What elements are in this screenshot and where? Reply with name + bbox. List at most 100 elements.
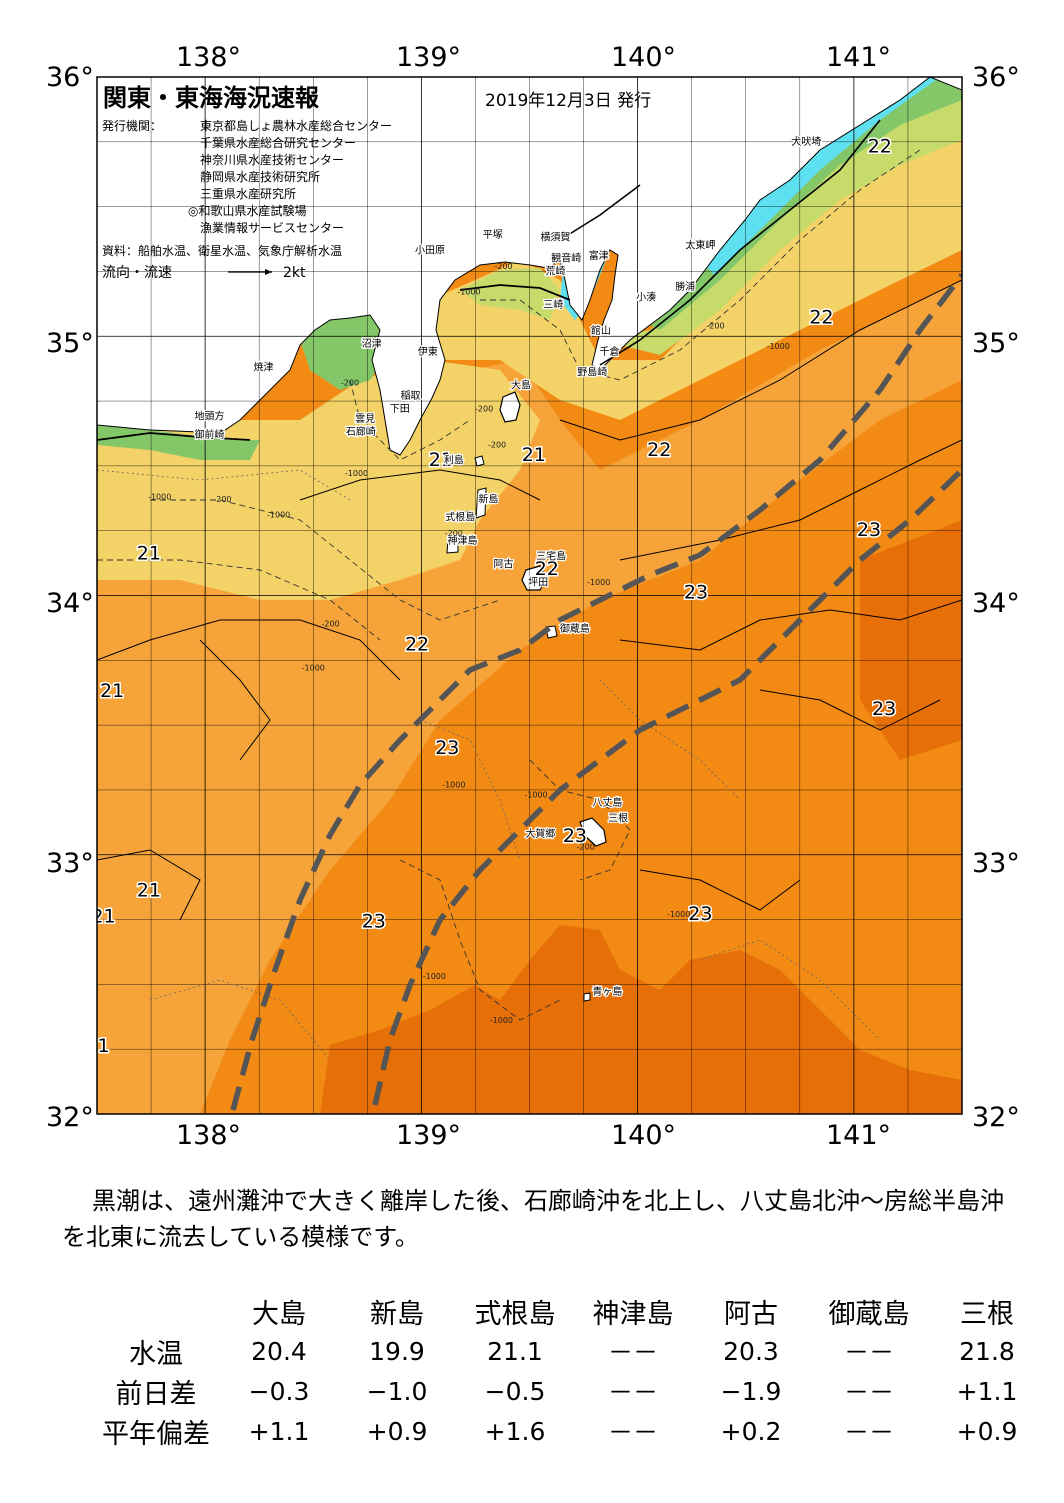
sagami-bay-water	[460, 268, 560, 320]
place-name-label: 千倉	[600, 345, 620, 358]
temperature-label: 21	[100, 680, 124, 702]
place-name-label: 小田原	[415, 245, 445, 257]
place-name-label: 地頭方	[194, 410, 224, 423]
lon-label-top-140: 140°	[611, 42, 677, 73]
depth-label: -200	[341, 378, 359, 387]
table-cell: +1.1	[248, 1416, 310, 1446]
table-cell: －－	[843, 1418, 894, 1447]
temperature-label: 21	[91, 905, 115, 927]
depth-label: -200	[488, 441, 506, 450]
temperature-label: 22	[868, 135, 892, 157]
table-cell: +1.6	[484, 1416, 546, 1446]
table-cell: −1.9	[720, 1376, 782, 1406]
temperature-label: 1	[97, 1035, 109, 1057]
place-name-label: 青ヶ島	[592, 985, 622, 998]
lon-label-bottom-139: 139°	[396, 1120, 462, 1151]
temperature-label: 23	[857, 519, 881, 541]
place-name-label: 大賀郷	[525, 827, 555, 840]
depth-label: -1000	[442, 780, 465, 789]
place-name-label: 焼津	[254, 361, 274, 373]
place-name-label: 館山	[591, 324, 611, 337]
temperature-label: 22	[405, 633, 429, 655]
place-name-label: 平塚	[483, 229, 503, 241]
temperature-labels: 22 22 21 21 22 21 22 23 23 22 21 23 23 23 21 21 23 23 1	[91, 134, 898, 1059]
temperature-label: 23	[688, 903, 712, 925]
place-name-label: 横須賀	[540, 231, 570, 244]
row-header: 水温	[129, 1338, 183, 1370]
place-name-label: 御蔵島	[560, 622, 590, 635]
temperature-label: 21	[522, 444, 546, 466]
place-name-label: 坪田	[528, 576, 548, 589]
issuers-label: 発行機関：	[102, 118, 162, 133]
place-name-label: 八丈島	[592, 796, 622, 809]
cyan-water	[700, 77, 940, 275]
depth-label: -1000	[457, 288, 480, 297]
isotherm-lines	[97, 119, 962, 921]
lat-label-left-36: 36°	[46, 62, 94, 93]
table-cell: −0.3	[248, 1376, 310, 1406]
depth-label: -1000	[267, 511, 290, 520]
lat-label-right-34: 34°	[972, 588, 1020, 619]
col-header: 阿古	[724, 1298, 778, 1330]
place-name-label: 石廊崎	[346, 425, 376, 438]
temperature-label: 23	[362, 911, 386, 933]
place-name-label: 三崎	[543, 298, 563, 311]
table-cell: －－	[607, 1338, 658, 1367]
depth-label: -1000	[302, 664, 325, 673]
depth-label: -200	[475, 404, 493, 413]
miyakejima-island	[521, 565, 547, 591]
table-cell: +0.9	[956, 1416, 1018, 1446]
temperature-label: 21	[429, 449, 453, 471]
place-name-label: 新島	[478, 493, 498, 506]
map-frame	[96, 76, 963, 1115]
enshu-coast-water	[97, 420, 260, 460]
warm-core-patch	[320, 925, 962, 1114]
depth-label: -200	[706, 321, 724, 330]
place-name-label: 伊東	[418, 345, 438, 358]
island-temperature-table: 大島 新島 式根島 神津島 阿古 御蔵島 三根 水温 20.4 19.9 21.…	[92, 1291, 1046, 1451]
lat-lon-grid	[97, 77, 962, 1114]
issuer-3: 神奈川県水産技術センター	[200, 152, 344, 167]
row-header: 平年偏差	[102, 1418, 210, 1450]
depth-label: -200	[577, 842, 595, 851]
place-name-label: 荒崎	[545, 264, 565, 277]
data-sources: 資料：船舶水温、衛星水温、気象庁解析水温	[102, 243, 342, 258]
depth-label: -200	[445, 529, 463, 538]
lon-label-top-138: 138°	[176, 42, 242, 73]
table-cell: +0.9	[366, 1416, 428, 1446]
issuer-1: 東京都島しょ農林水産総合センター	[200, 118, 392, 133]
table-cell: 20.4	[251, 1336, 307, 1366]
place-name-label: 式根島	[445, 511, 475, 524]
place-name-label: 観音崎	[551, 251, 581, 264]
table-cell: －－	[607, 1418, 658, 1447]
place-name-label: 下田	[390, 404, 410, 415]
depth-label: -1000	[587, 578, 610, 587]
shikinejima-island	[462, 510, 471, 520]
depth-label: -200	[321, 620, 339, 629]
place-name-label: 大島	[511, 379, 531, 392]
place-name-label: 野島崎	[577, 366, 607, 379]
oshima-island	[499, 391, 521, 423]
table-row: 前日差 −0.3 −1.0 −0.5 －－ −1.9 －－ +1.1	[92, 1371, 1046, 1411]
lat-label-left-34: 34°	[46, 588, 94, 619]
place-name-label: 勝浦	[675, 280, 695, 293]
kuroshio-axis-inner	[230, 273, 962, 1111]
table-cell: 20.3	[723, 1336, 779, 1366]
table-cell: −0.5	[484, 1376, 546, 1406]
lon-label-bottom-141: 141°	[826, 1120, 892, 1151]
temperature-label: 23	[435, 737, 459, 759]
table-cell: +0.2	[720, 1416, 782, 1446]
temperature-label: 23	[684, 581, 708, 603]
temperature-label: 23	[872, 698, 896, 720]
lon-label-top-141: 141°	[826, 42, 892, 73]
lon-label-top-139: 139°	[396, 42, 462, 73]
corner-cell	[92, 1291, 220, 1331]
place-name-label: 利島	[444, 454, 464, 467]
depth-contours	[97, 149, 921, 1021]
hachijojima-island	[579, 817, 607, 847]
col-header: 大島	[252, 1298, 306, 1330]
map-title: 関東・東海海況速報	[103, 84, 320, 112]
depth-label: -1000	[767, 342, 790, 351]
